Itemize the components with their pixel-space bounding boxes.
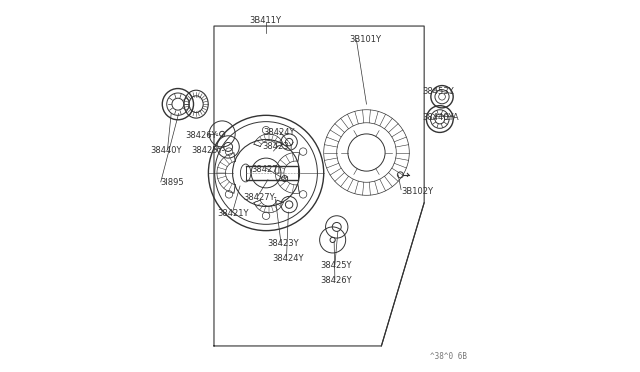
Text: 38423Y: 38423Y — [267, 239, 298, 248]
Text: 38440YA: 38440YA — [422, 113, 459, 122]
Text: 38425Y: 38425Y — [320, 262, 351, 270]
Text: 38423Y: 38423Y — [262, 142, 294, 151]
Text: 3l895: 3l895 — [161, 178, 184, 187]
Text: 3B101Y: 3B101Y — [349, 35, 381, 44]
Text: ^38^0 6B: ^38^0 6B — [430, 352, 467, 361]
Text: 38427J: 38427J — [251, 165, 280, 174]
Text: 3B102Y: 3B102Y — [401, 187, 433, 196]
Text: 38425Y-: 38425Y- — [191, 146, 225, 155]
Text: 38424Y: 38424Y — [264, 128, 295, 137]
Text: 38426Y: 38426Y — [320, 276, 351, 285]
Text: 38453Y: 38453Y — [422, 87, 454, 96]
Text: 38426Y-: 38426Y- — [186, 131, 219, 140]
Text: 38424Y: 38424Y — [273, 254, 304, 263]
Text: 38421Y: 38421Y — [218, 209, 249, 218]
Text: 38440Y: 38440Y — [151, 146, 182, 155]
Text: 3B411Y: 3B411Y — [250, 16, 282, 25]
Text: 38427Y-: 38427Y- — [244, 193, 277, 202]
